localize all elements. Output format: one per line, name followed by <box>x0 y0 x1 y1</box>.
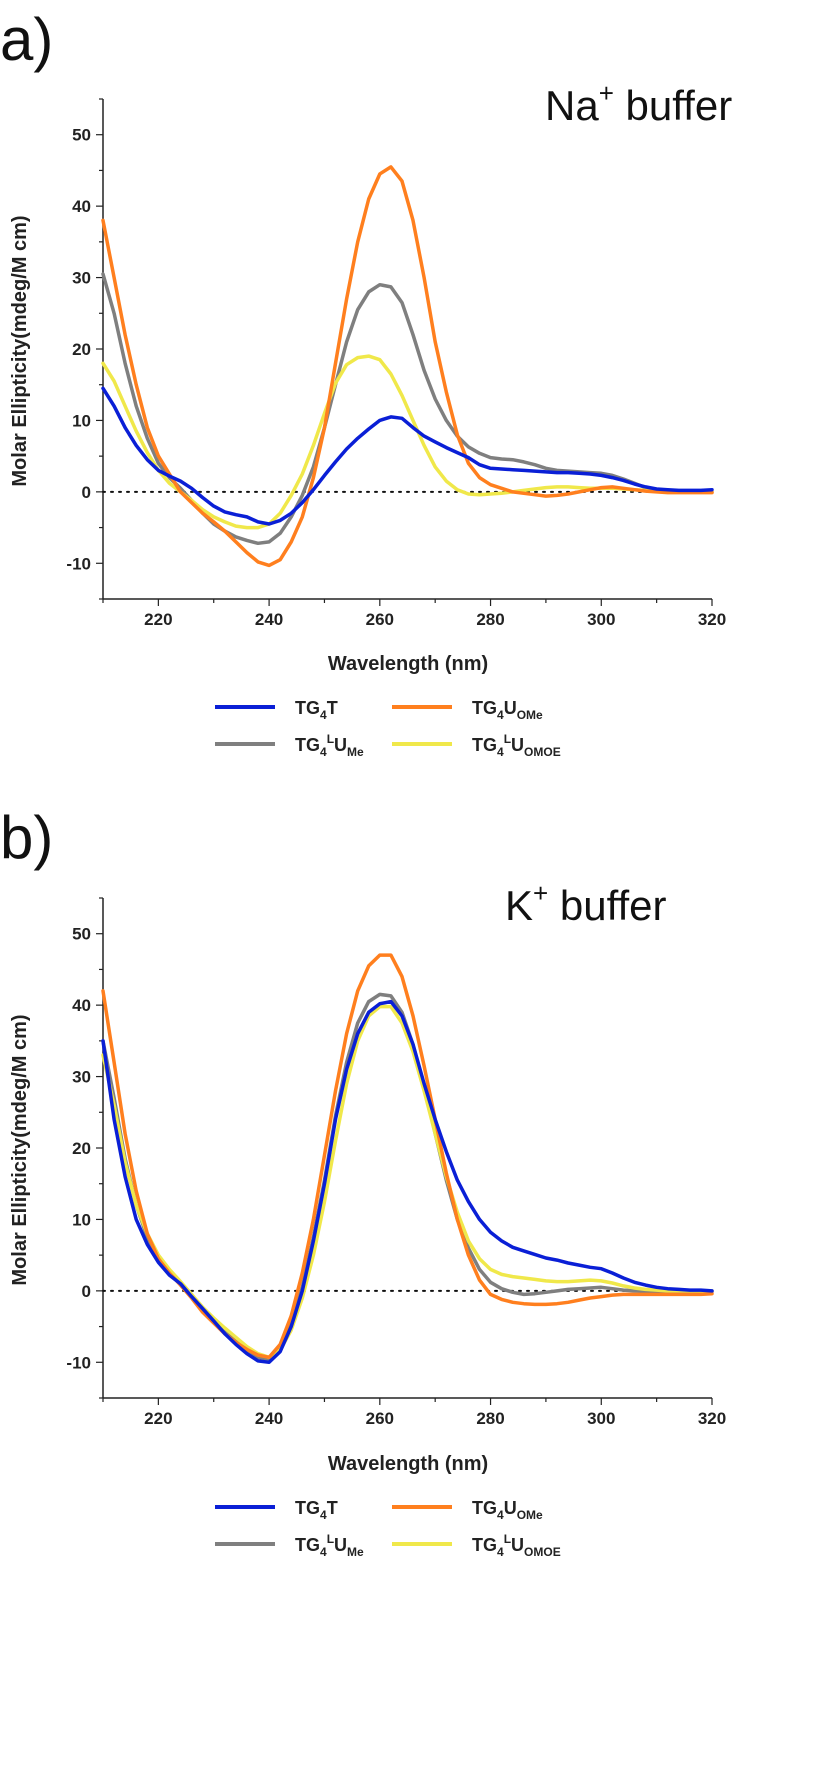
panel-b-xtick-label: 240 <box>255 1409 283 1428</box>
panel-a-title-main: Na <box>545 82 599 129</box>
panel-b-ylabel: Molar Ellipticity(mdeg/M cm) <box>9 1014 31 1285</box>
panel-b-xtick-label: 280 <box>476 1409 504 1428</box>
panel-b-axes: -10 0 10 20 30 40 50 220 240 260 280 300 320 <box>66 897 726 1428</box>
panel-a-ytick-label: 40 <box>72 197 91 216</box>
panel-a-xtick-label: 240 <box>255 610 283 629</box>
panel-b-ytick-label: 20 <box>72 1139 91 1158</box>
panel-b: b) K+ buffer -10 0 10 20 30 40 50 220 240 260 280 3… <box>0 804 726 1559</box>
panel-a-ytick-label: 50 <box>72 126 91 145</box>
panel-b-ytick-label: 10 <box>72 1210 91 1229</box>
panel-a-series-TG4UOMe <box>101 165 714 568</box>
panel-b-legend-label: TG4LUMe <box>295 1532 364 1559</box>
panel-a-letter: a) <box>0 6 53 73</box>
panel-a-ylabel: Molar Ellipticity(mdeg/M cm) <box>9 215 31 486</box>
panel-a-xtick-label: 320 <box>698 610 726 629</box>
panel-a-ytick-label: 0 <box>82 483 91 502</box>
panel-a-ytick-label: 10 <box>72 411 91 430</box>
panel-b-xtick-label: 300 <box>587 1409 615 1428</box>
panel-a-legend-label: TG4LUOMOE <box>472 732 561 759</box>
panel-b-xtick-label: 320 <box>698 1409 726 1428</box>
panel-b-title-sup: + <box>533 878 548 908</box>
panel-a-legend: TG4T TG4UOMe TG4LUMe TG4LUOMOE <box>215 698 561 759</box>
panel-b-legend: TG4T TG4UOMe TG4LUMe TG4LUOMOE <box>215 1498 561 1559</box>
panel-a-series-TG4LUOMOE <box>101 354 714 530</box>
panel-a-xtick-label: 280 <box>476 610 504 629</box>
panel-a-legend-label: TG4T <box>295 698 338 722</box>
panel-b-xtick-label: 260 <box>366 1409 394 1428</box>
panel-a-title: Na+ buffer <box>545 78 732 129</box>
panel-b-ytick-label: 50 <box>72 925 91 944</box>
panel-a-xlabel: Wavelength (nm) <box>328 653 488 675</box>
panel-b-series-TG4UOMe <box>101 953 714 1360</box>
panel-a-legend-label: TG4UOMe <box>472 698 543 722</box>
panel-b-title: K+ buffer <box>505 878 667 929</box>
panel-a-xtick-label: 260 <box>366 610 394 629</box>
panel-b-letter: b) <box>0 804 53 871</box>
panel-b-series-TG4LUMe <box>101 992 714 1362</box>
panel-b-series-TG4T <box>101 999 714 1365</box>
panel-b-ytick-label: -10 <box>66 1353 91 1372</box>
panel-b-ytick-label: 0 <box>82 1282 91 1301</box>
panel-a-title-sup: + <box>599 78 614 108</box>
panel-b-series-TG4LUOMOE <box>101 1004 714 1360</box>
panel-b-title-rest: buffer <box>548 882 666 929</box>
panel-b-ytick-label: 40 <box>72 996 91 1015</box>
panel-b-legend-label: TG4T <box>295 1498 338 1522</box>
panel-a-ytick-label: 20 <box>72 340 91 359</box>
panel-a-axes: -10 0 10 20 30 40 50 220 240 260 280 300 320 <box>66 98 726 629</box>
panel-a-xtick-label: 220 <box>144 610 172 629</box>
panel-a-xtick-label: 300 <box>587 610 615 629</box>
panel-b-xtick-label: 220 <box>144 1409 172 1428</box>
panel-b-legend-label: TG4UOMe <box>472 1498 543 1522</box>
panel-a-ytick-label: 30 <box>72 269 91 288</box>
panel-b-xlabel: Wavelength (nm) <box>328 1453 488 1475</box>
panel-a-ytick-label: -10 <box>66 554 91 573</box>
panel-a-title-rest: buffer <box>614 82 732 129</box>
panel-b-ytick-label: 30 <box>72 1068 91 1087</box>
panel-a: a) Na+ buffer -10 0 10 20 30 40 50 220 240 260 280… <box>0 6 732 759</box>
panel-a-legend-label: TG4LUMe <box>295 732 364 759</box>
panel-a-series-TG4T <box>101 386 714 526</box>
panel-b-title-main: K <box>505 882 533 929</box>
panel-b-legend-label: TG4LUOMOE <box>472 1532 561 1559</box>
